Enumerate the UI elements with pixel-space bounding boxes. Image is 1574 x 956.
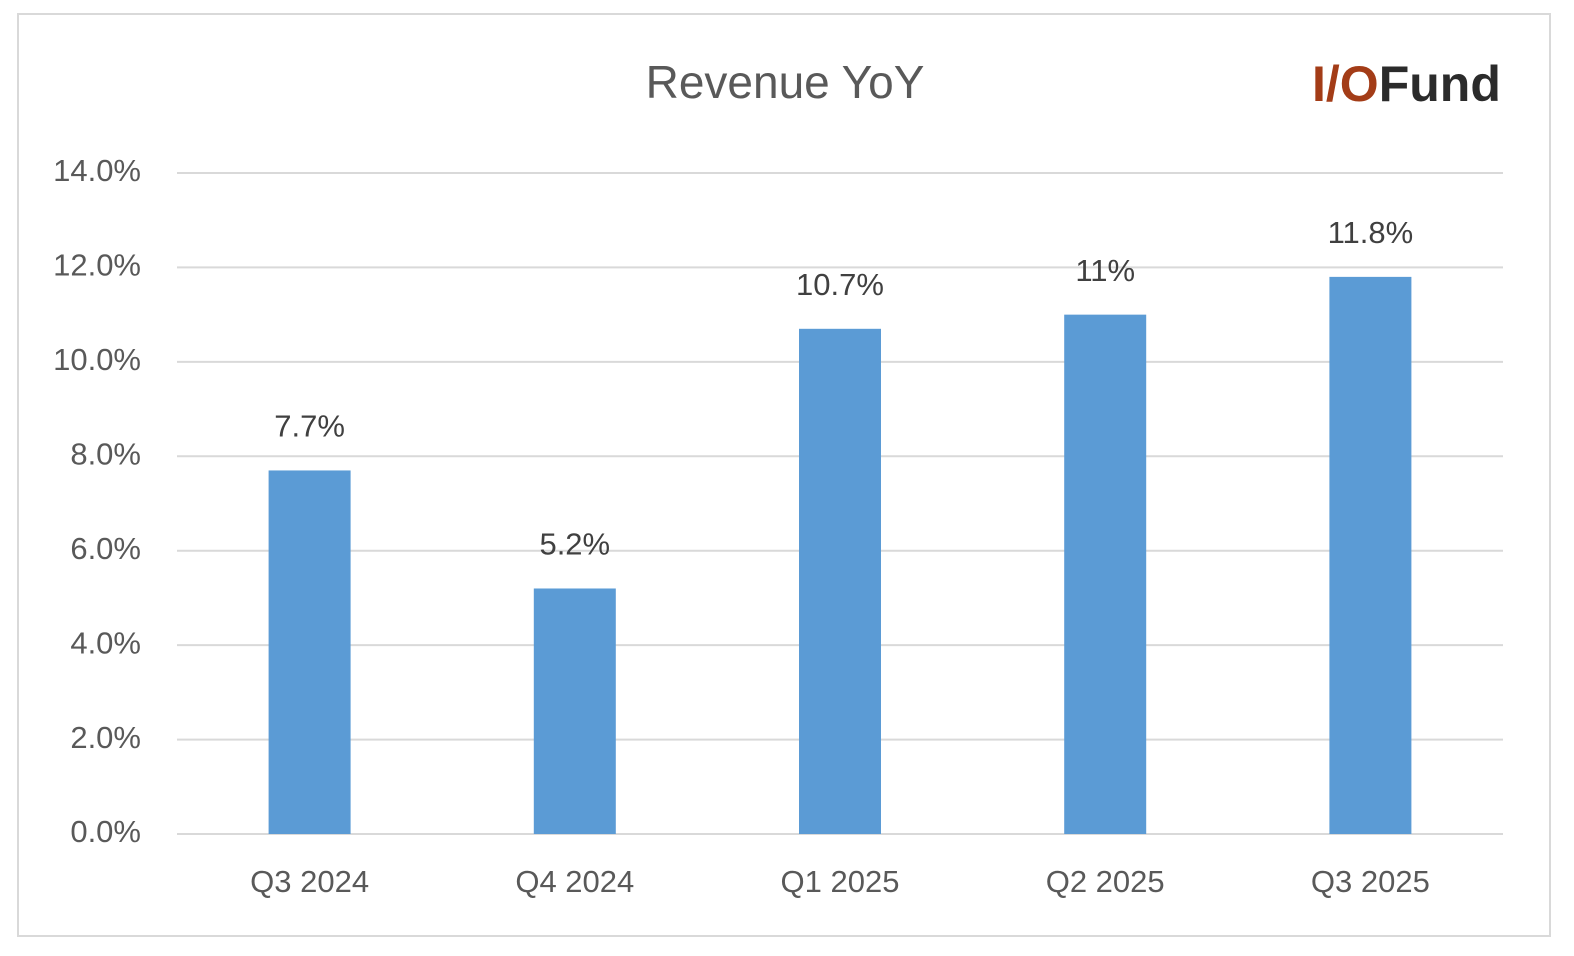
logo-part: Fund [1379, 56, 1501, 112]
y-tick-label: 12.0% [53, 248, 141, 283]
value-label: 11% [1075, 253, 1135, 288]
y-tick-label: 6.0% [70, 531, 141, 566]
value-label: 10.7% [796, 267, 884, 302]
logo-part: I/O [1312, 56, 1379, 112]
value-label: 5.2% [539, 527, 610, 562]
y-tick-label: 2.0% [70, 720, 141, 755]
y-tick-label: 4.0% [70, 625, 141, 660]
bar [533, 588, 616, 834]
y-tick-label: 14.0% [53, 153, 141, 188]
value-label: 7.7% [274, 409, 345, 444]
x-tick-label: Q1 2025 [781, 864, 900, 899]
logo: I/OFund [1312, 56, 1501, 112]
bar [1329, 276, 1412, 834]
y-tick-label: 10.0% [53, 342, 141, 377]
x-tick-label: Q2 2025 [1046, 864, 1165, 899]
x-tick-label: Q3 2025 [1311, 864, 1430, 899]
bar [799, 328, 881, 834]
y-tick-label: 8.0% [70, 436, 141, 471]
x-tick-label: Q3 2024 [250, 864, 369, 899]
y-tick-label: 0.0% [70, 814, 141, 849]
chart-title: Revenue YoY [646, 56, 925, 108]
bar [268, 470, 351, 834]
chart-frame [17, 13, 1551, 937]
x-tick-label: Q4 2024 [515, 864, 634, 899]
value-label: 11.8% [1328, 215, 1414, 250]
bar [1064, 314, 1147, 835]
